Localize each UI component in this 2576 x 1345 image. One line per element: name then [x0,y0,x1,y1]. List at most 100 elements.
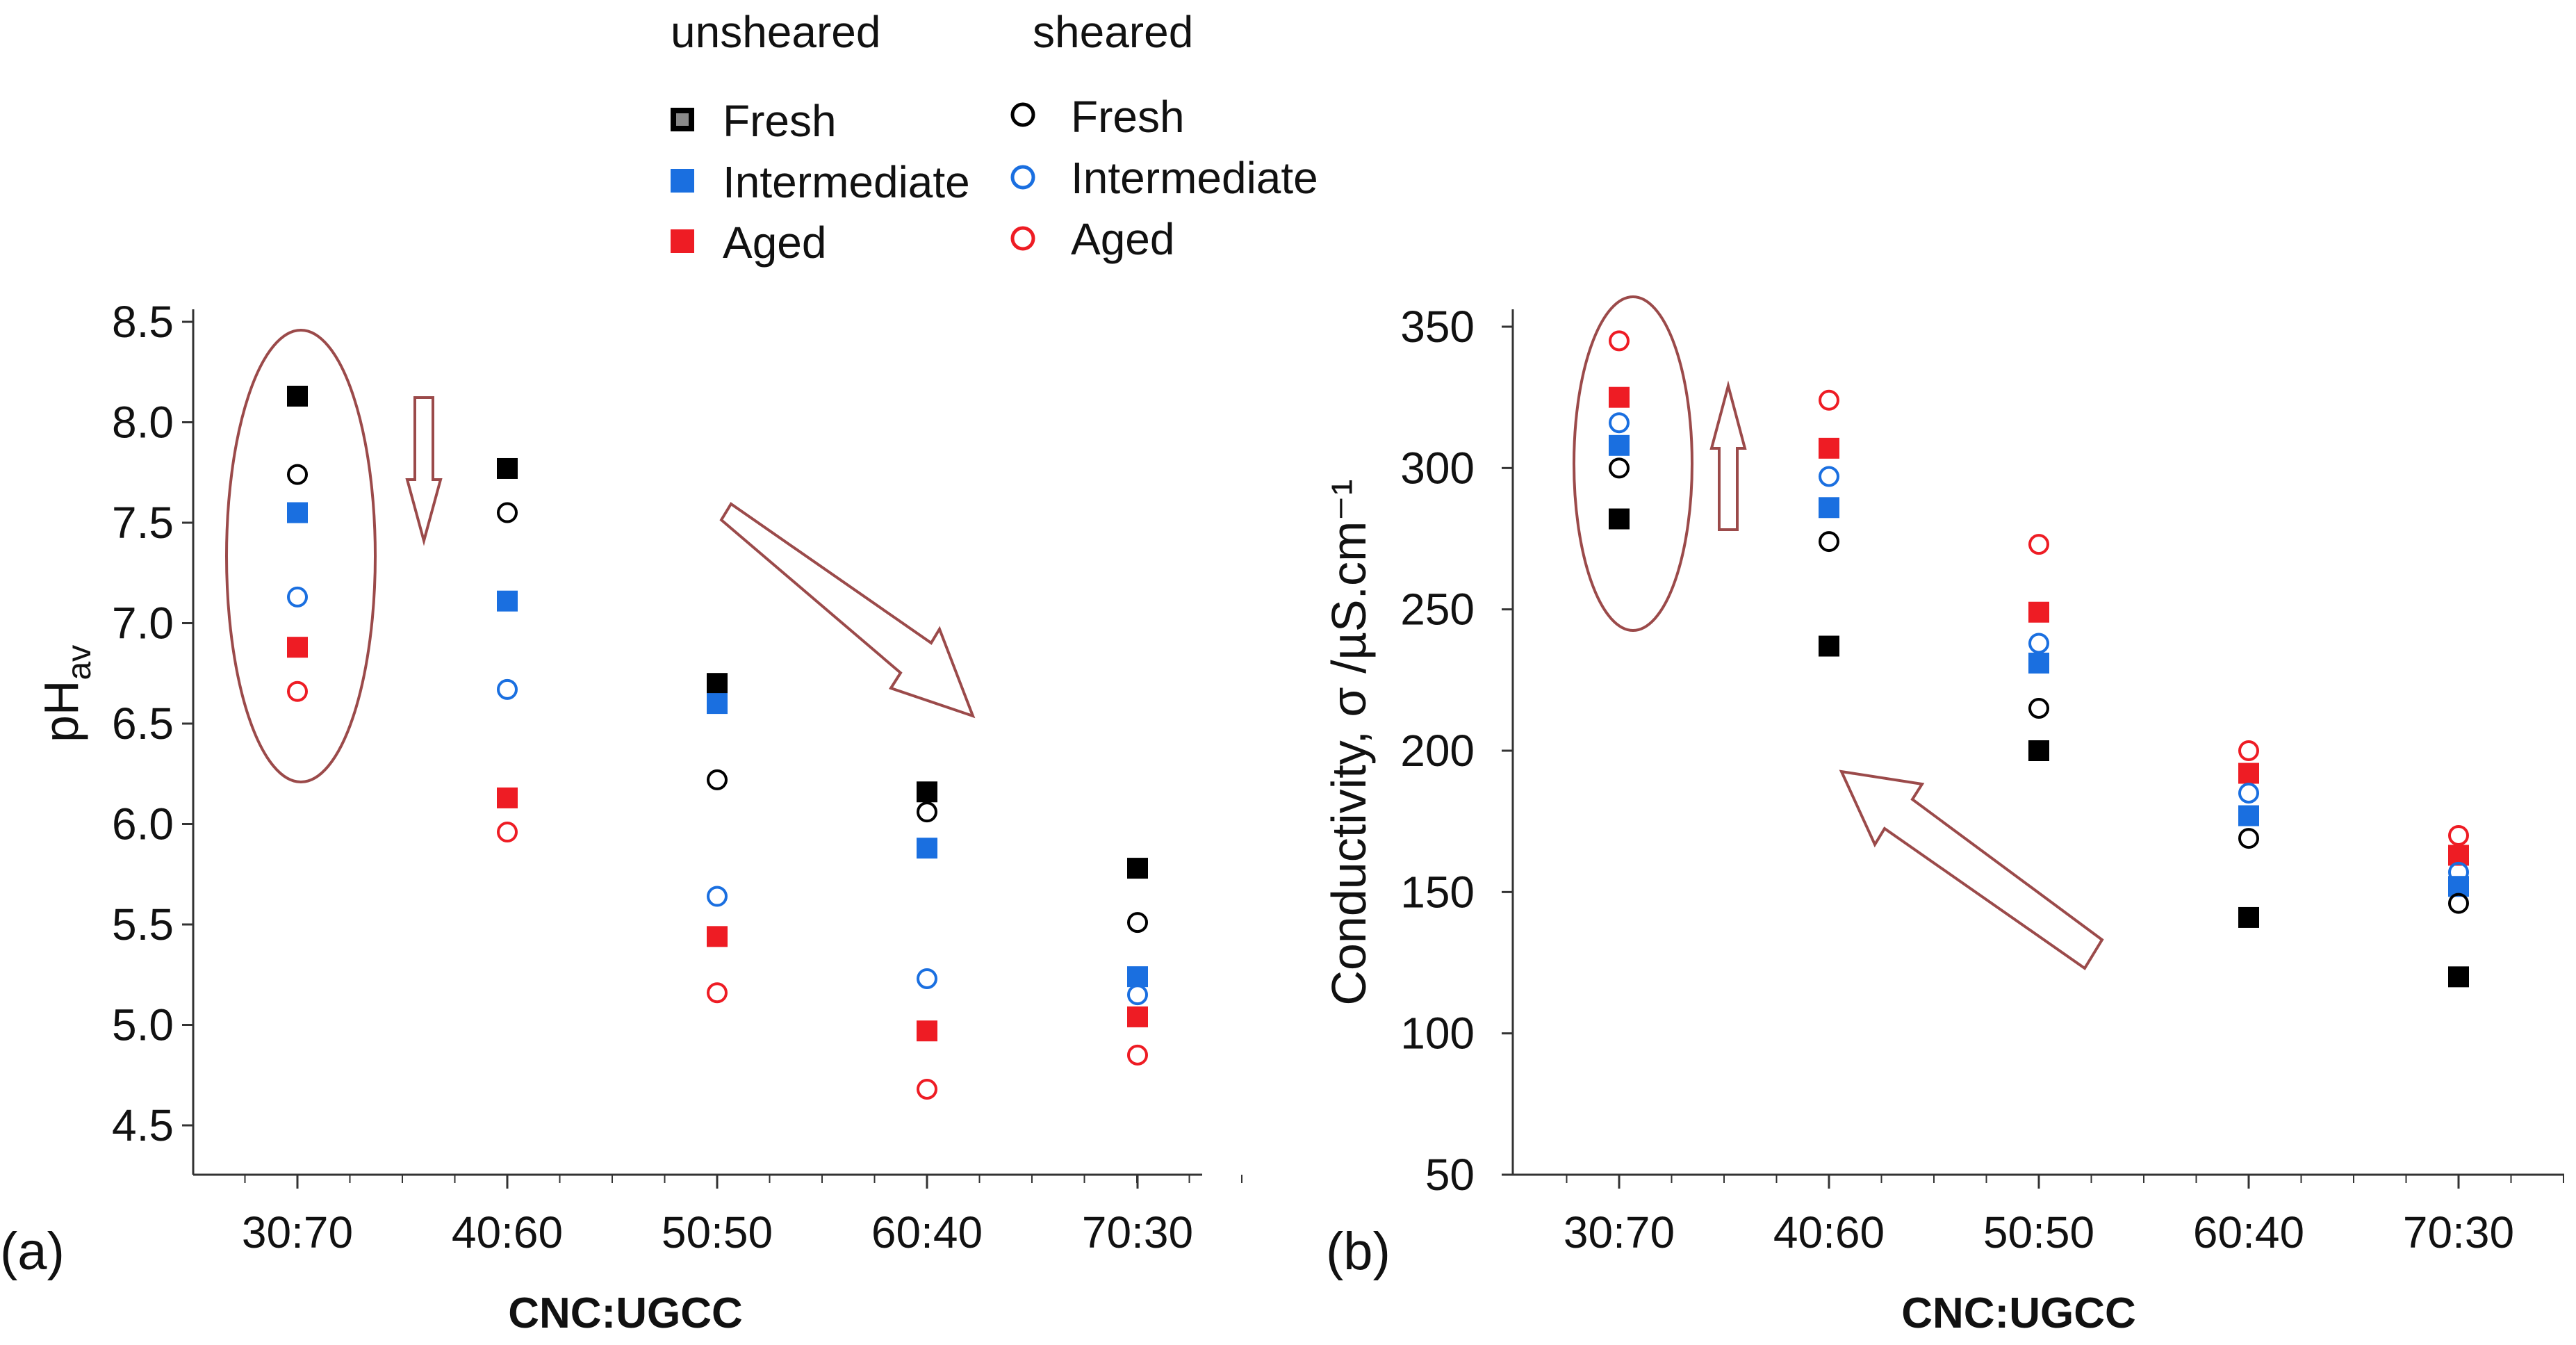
panel-a-label: (a) [0,1222,65,1281]
panel-a-diagonal-arrow [719,502,976,719]
panel-a-point-sheared-aged-70-30 [1127,1044,1148,1066]
panel-b: 50 100 150 200 250 300 350 30:70 40:60 50:50 60:4… [1322,295,2564,1337]
legend-label-unsheared-intermediate: Intermediate [723,157,970,207]
legend-marker-sheared-fresh [1010,102,1035,127]
panel-b-point-unsheared-intermediate-60-40 [2238,805,2259,826]
panel-b-x-tick-label: 60:40 [2193,1207,2304,1257]
panel-a-point-sheared-fresh-70-30 [1127,912,1148,934]
panel-a-x-axis-title: CNC:UGCC [508,1289,743,1337]
panel-a-x-tick-label: 60:40 [871,1207,983,1257]
panel-a-point-unsheared-intermediate-60-40 [917,838,937,859]
panel-a-x-tick-label: 40:60 [452,1207,563,1257]
panel-a-point-unsheared-intermediate-30-70 [287,502,308,523]
panel-a-y-tick-label: 8.5 [112,297,174,347]
panel-a-point-sheared-intermediate-40-60 [497,678,518,700]
panel-a-x-tick-label: 50:50 [662,1207,773,1257]
panel-a-point-sheared-intermediate-60-40 [917,968,937,990]
panel-b-point-sheared-fresh-60-40 [2238,828,2259,849]
panel-b-y-tick-label: 100 [1400,1009,1475,1059]
panel-a-y-axis-title: pHav [34,645,98,742]
panel-a-point-sheared-intermediate-30-70 [287,586,308,608]
panel-a-point-sheared-aged-50-50 [707,982,728,1004]
panel-a-point-unsheared-aged-30-70 [287,637,308,658]
panel-a-y-ticks: 4.5 5.0 5.5 6.0 6.5 7.0 7.5 8.0 8.5 [112,297,193,1150]
panel-a-point-sheared-fresh-60-40 [917,801,937,823]
panel-a-y-tick-label: 5.5 [112,899,174,949]
panel-b-point-unsheared-aged-50-50 [2028,601,2049,623]
panel-a-point-unsheared-fresh-60-40 [917,781,937,803]
panel-b-point-unsheared-aged-60-40 [2238,763,2259,784]
panel-a-data-points [287,385,1148,1100]
legend-label-unsheared-fresh: Fresh [723,96,837,146]
legend-marker-unsheared-aged [671,229,694,253]
legend-label-sheared-intermediate: Intermediate [1071,153,1318,203]
panel-a-y-tick-label: 7.0 [112,598,174,649]
legend-marker-sheared-aged [1010,226,1035,251]
panel-b-point-sheared-aged-40-60 [1819,389,1839,411]
panel-b-y-tick-label: 300 [1400,443,1475,493]
legend: unsheared sheared Fresh Intermediate Age… [671,7,1318,268]
panel-b-minor-ticks [1566,1175,2564,1183]
panel-a-point-unsheared-aged-40-60 [497,787,518,808]
panel-b-up-arrow [1709,380,1747,531]
panel-a-point-unsheared-intermediate-40-60 [497,590,518,612]
panel-a-point-sheared-fresh-30-70 [287,464,308,485]
panel-b-highlight-ellipse [1573,295,1693,632]
legend-label-unsheared-aged: Aged [723,218,826,268]
panel-b-point-sheared-intermediate-60-40 [2238,783,2259,804]
panel-b-point-unsheared-intermediate-30-70 [1609,434,1630,456]
panel-a-point-unsheared-intermediate-70-30 [1127,966,1148,988]
panel-a-point-unsheared-aged-50-50 [707,926,728,947]
panel-a-point-unsheared-aged-60-40 [917,1020,937,1042]
panel-b-y-ticks: 50 100 150 200 250 300 350 [1400,302,1513,1200]
panel-b-x-tick-label: 40:60 [1773,1207,1885,1257]
panel-b-point-unsheared-intermediate-40-60 [1819,497,1839,519]
panel-b-point-sheared-fresh-40-60 [1819,531,1839,553]
panel-b-y-axis-title: Conductivity, σ /µS.cm⁻¹ [1322,479,1376,1005]
panel-a-highlight-ellipse [225,329,377,783]
legend-label-sheared-aged: Aged [1071,214,1174,264]
panel-b-diagonal-arrow [1839,769,2104,970]
panel-a-down-arrow [405,396,443,546]
panel-a-point-sheared-fresh-40-60 [497,502,518,523]
panel-a-point-unsheared-fresh-50-50 [707,673,728,694]
panel-a-point-unsheared-fresh-40-60 [497,457,518,479]
legend-marker-unsheared-fresh-inner [676,113,689,126]
panel-b-point-sheared-intermediate-70-30 [2448,861,2469,883]
legend-marker-unsheared-intermediate [671,169,694,193]
panel-b-point-sheared-fresh-30-70 [1609,457,1630,479]
panel-b-x-ticks: 30:70 40:60 50:50 60:40 70:30 [1564,1175,2514,1257]
panel-b-point-unsheared-aged-40-60 [1819,437,1839,459]
panel-b-x-tick-label: 30:70 [1564,1207,1675,1257]
panel-b-point-sheared-fresh-70-30 [2448,892,2469,914]
panel-b-point-unsheared-intermediate-50-50 [2028,652,2049,674]
panel-b-point-unsheared-fresh-60-40 [2238,906,2259,928]
panel-b-y-tick-label: 50 [1425,1150,1475,1200]
panel-b-y-tick-label: 350 [1400,302,1475,352]
panel-b-point-sheared-aged-60-40 [2238,740,2259,761]
panel-a-point-unsheared-intermediate-50-50 [707,693,728,715]
panel-b-y-tick-label: 150 [1400,867,1475,917]
panel-a-point-sheared-aged-60-40 [917,1078,937,1100]
panel-b-x-tick-label: 50:50 [1983,1207,2094,1257]
panel-a-point-unsheared-fresh-70-30 [1127,858,1148,879]
panel-b-point-sheared-aged-30-70 [1609,330,1630,352]
panel-a-point-sheared-intermediate-50-50 [707,886,728,907]
panel-a-minor-ticks [244,1175,1242,1183]
panel-b-point-sheared-intermediate-40-60 [1819,466,1839,487]
panel-b-y-tick-label: 250 [1400,585,1475,635]
panel-a-x-tick-label: 30:70 [242,1207,353,1257]
panel-b-point-unsheared-aged-30-70 [1609,386,1630,408]
panel-a-point-sheared-intermediate-70-30 [1127,984,1148,1006]
panel-a-point-unsheared-fresh-30-70 [287,385,308,407]
legend-label-sheared-fresh: Fresh [1071,92,1185,142]
panel-b-x-axis-title: CNC:UGCC [1901,1289,2136,1337]
panel-b-point-unsheared-fresh-30-70 [1609,508,1630,530]
panel-b-point-unsheared-fresh-50-50 [2028,740,2049,761]
panel-a-y-tick-label: 6.0 [112,799,174,849]
panel-b-point-sheared-intermediate-50-50 [2028,633,2049,654]
panel-a-y-tick-label: 7.5 [112,498,174,548]
panel-a-x-ticks: 30:70 40:60 50:50 60:40 70:30 [242,1175,1193,1257]
panel-b-point-sheared-aged-50-50 [2028,534,2049,555]
